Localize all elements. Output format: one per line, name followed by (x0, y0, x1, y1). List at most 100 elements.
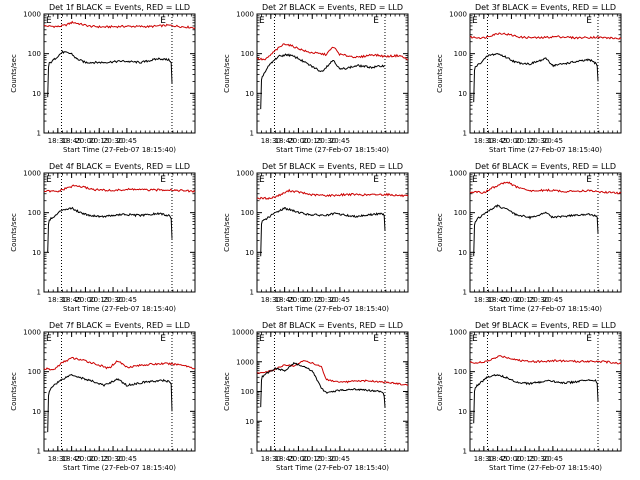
y-axis-label: Counts/sec (223, 213, 231, 252)
x-tick-label: 18:45 (488, 455, 508, 463)
event-flag-right: E (373, 175, 379, 185)
y-tick-label: 10 (245, 90, 254, 98)
x-tick-label: 18:30 (261, 296, 281, 304)
series-line-lld (469, 355, 622, 365)
x-tick-label: 20:30 (103, 455, 123, 463)
x-tick-label: 18:45 (62, 137, 82, 145)
x-tick-label: 20:15 (89, 455, 109, 463)
y-axis-label: Counts/sec (223, 54, 231, 93)
y-tick-label: 100 (241, 388, 254, 396)
x-tick-label: 20:00 (75, 455, 95, 463)
event-flag-right: E (586, 334, 592, 344)
x-tick-label: 20:30 (103, 296, 123, 304)
y-tick-label: 1000 (23, 329, 41, 337)
event-flag-left: E (472, 16, 478, 26)
x-tick-label: 20:00 (288, 137, 308, 145)
series-line-events (260, 207, 386, 257)
x-tick-label: 18:30 (261, 137, 281, 145)
chart-title: Det 7f BLACK = Events, RED = LLD (49, 321, 190, 330)
event-flag-left: E (259, 175, 265, 185)
x-tick-label: 20:15 (89, 296, 109, 304)
x-axis-label: Start Time (27-Feb-07 18:15:40) (63, 305, 176, 313)
series-line-events (473, 204, 599, 257)
series-line-lld (469, 181, 622, 195)
chart-title: Det 9f BLACK = Events, RED = LLD (475, 321, 616, 330)
x-axis-label: Start Time (27-Feb-07 18:15:40) (276, 146, 389, 154)
chart-panel: Det 2f BLACK = Events, RED = LLD 1 10 100 10… (223, 3, 409, 154)
x-tick-label: 20:45 (330, 296, 350, 304)
series-line-lld (43, 20, 196, 30)
x-tick-label: 20:30 (529, 455, 549, 463)
x-tick-label: 20:15 (515, 137, 535, 145)
event-flag-left: E (46, 334, 52, 344)
x-tick-label: 20:15 (302, 137, 322, 145)
x-tick-label: 18:30 (261, 455, 281, 463)
x-tick-label: 20:15 (302, 296, 322, 304)
event-flag-right: E (160, 334, 166, 344)
x-axis-label: Start Time (27-Feb-07 18:15:40) (276, 464, 389, 472)
y-tick-label: 100 (28, 50, 41, 58)
chart-title: Det 6f BLACK = Events, RED = LLD (475, 162, 616, 171)
x-tick-label: 20:45 (543, 296, 563, 304)
x-tick-label: 20:00 (501, 137, 521, 145)
event-flag-left: E (472, 334, 478, 344)
series-line-events (47, 50, 173, 98)
x-axis-label: Start Time (27-Feb-07 18:15:40) (276, 305, 389, 313)
plot-frame (469, 13, 622, 134)
chart-panel: Det 6f BLACK = Events, RED = LLD 1 10 100 10… (436, 162, 622, 313)
y-tick-label: 1000 (449, 329, 467, 337)
x-tick-label: 20:30 (529, 137, 549, 145)
y-tick-label: 100 (241, 50, 254, 58)
y-tick-label: 1000 (449, 11, 467, 19)
y-axis-label: Counts/sec (10, 54, 18, 93)
plot-frame (43, 331, 196, 452)
series-line-events (47, 373, 173, 433)
y-tick-label: 1 (463, 130, 467, 138)
y-tick-label: 1 (250, 289, 254, 297)
y-axis-label: Counts/sec (10, 213, 18, 252)
y-tick-label: 10 (32, 249, 41, 257)
x-tick-label: 20:45 (117, 296, 137, 304)
y-tick-label: 100 (454, 50, 467, 58)
x-tick-label: 18:45 (488, 296, 508, 304)
x-tick-label: 20:00 (501, 296, 521, 304)
x-tick-label: 20:15 (515, 296, 535, 304)
chart-title: Det 4f BLACK = Events, RED = LLD (49, 162, 190, 171)
x-axis-label: Start Time (27-Feb-07 18:15:40) (63, 146, 176, 154)
x-tick-label: 20:30 (529, 296, 549, 304)
series-line-events (473, 374, 599, 424)
x-tick-label: 20:30 (316, 137, 336, 145)
y-tick-label: 100 (28, 209, 41, 217)
chart-panel: Det 4f BLACK = Events, RED = LLD 1 10 100 10… (10, 162, 196, 313)
x-tick-label: 18:45 (275, 296, 295, 304)
y-tick-label: 1000 (236, 170, 254, 178)
y-tick-label: 1 (250, 448, 254, 456)
x-tick-label: 20:30 (316, 296, 336, 304)
plot-frame (43, 172, 196, 293)
x-tick-label: 20:45 (543, 455, 563, 463)
chart-title: Det 2f BLACK = Events, RED = LLD (262, 3, 403, 12)
y-axis-label: Counts/sec (436, 54, 444, 93)
y-tick-label: 1 (37, 289, 41, 297)
y-tick-label: 10000 (232, 329, 254, 337)
series-line-events (473, 53, 599, 103)
x-tick-label: 18:30 (474, 455, 494, 463)
series-line-events (260, 53, 386, 110)
chart-title: Det 1f BLACK = Events, RED = LLD (49, 3, 190, 12)
x-axis-label: Start Time (27-Feb-07 18:15:40) (489, 305, 602, 313)
plot-frame (469, 172, 622, 293)
y-tick-label: 10 (245, 249, 254, 257)
series-line-lld (43, 356, 196, 371)
x-tick-label: 20:45 (543, 137, 563, 145)
event-flag-right: E (373, 334, 379, 344)
y-tick-label: 1 (37, 130, 41, 138)
x-tick-label: 20:45 (330, 455, 350, 463)
event-flag-right: E (160, 16, 166, 26)
plot-frame (256, 13, 409, 134)
y-tick-label: 1 (463, 289, 467, 297)
x-tick-label: 20:15 (515, 455, 535, 463)
event-flag-right: E (373, 16, 379, 26)
plot-frame (256, 172, 409, 293)
y-tick-label: 100 (241, 209, 254, 217)
